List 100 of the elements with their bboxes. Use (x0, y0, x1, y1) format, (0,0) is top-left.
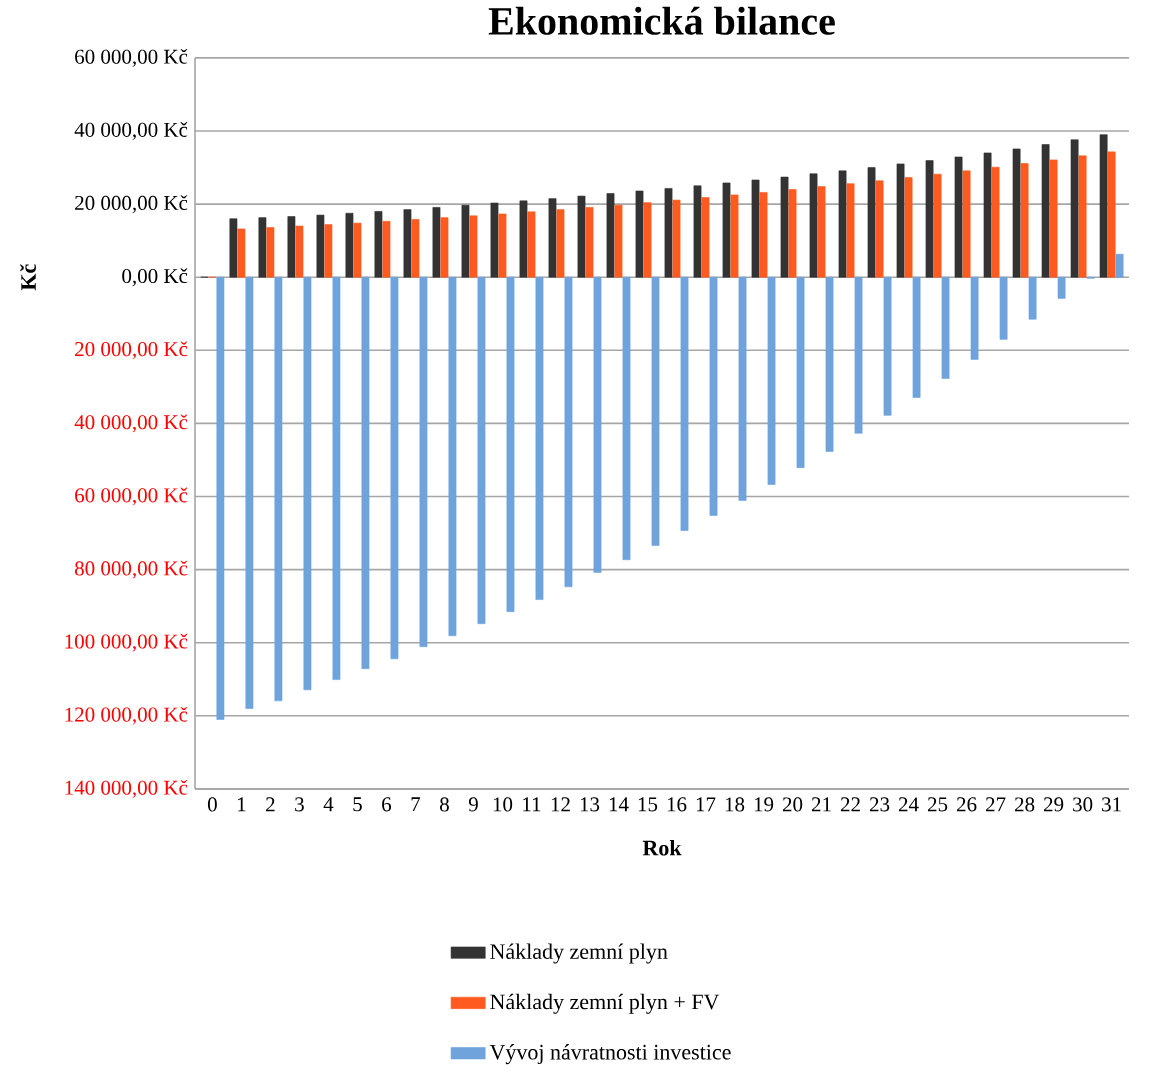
bar (1078, 155, 1087, 278)
chart-title: Ekonomická bilance (488, 6, 835, 35)
bar (527, 211, 536, 278)
x-tick-label: 20 (782, 797, 803, 812)
bar (287, 216, 296, 278)
bar (933, 173, 942, 278)
bar (962, 170, 971, 278)
bar (809, 173, 818, 278)
bar (912, 276, 921, 398)
y-tick-label: 40 000,00 Kč (74, 414, 188, 433)
bar (883, 276, 892, 416)
bar (374, 211, 383, 278)
y-tick-label: 0,00 Kč (122, 268, 188, 287)
bar (780, 176, 789, 278)
bar (730, 194, 739, 278)
x-tick-label: 29 (1044, 797, 1064, 812)
bar (991, 166, 1000, 278)
bar (751, 179, 760, 278)
bar (237, 228, 246, 278)
bar (1115, 253, 1124, 278)
x-tick-label: 19 (754, 797, 774, 812)
bar (1049, 159, 1058, 278)
x-tick-label: 31 (1102, 797, 1121, 812)
bar (796, 276, 805, 468)
bar (419, 276, 428, 648)
bar (825, 276, 834, 452)
bar (664, 188, 673, 278)
bar (817, 186, 826, 278)
x-tick-label: 17 (696, 797, 716, 812)
bar (548, 198, 557, 278)
y-tick-label: 60 000,00 Kč (75, 487, 188, 506)
x-tick-label: 22 (840, 797, 860, 812)
bar (461, 204, 470, 278)
bar (324, 224, 333, 278)
bar (759, 192, 768, 278)
bar (1041, 144, 1050, 278)
legend-label: Vývoj návratnosti investice (489, 1044, 731, 1065)
bar (635, 190, 644, 278)
y-tick-label: 20 000,00 Kč (75, 195, 188, 214)
bar (506, 276, 515, 612)
x-tick-label: 23 (869, 797, 890, 812)
x-tick-label: 9 (468, 797, 478, 812)
y-tick-label: 60 000,00 Kč (75, 49, 188, 67)
bar (693, 185, 702, 278)
bar (954, 156, 963, 278)
bar (274, 276, 283, 702)
bar (229, 218, 238, 278)
bar (382, 221, 391, 278)
bar (672, 199, 681, 278)
bar (258, 217, 267, 278)
bar (722, 182, 731, 278)
x-axis-title: Rok (642, 840, 682, 856)
x-tick-label: 21 (811, 797, 831, 812)
bar (361, 276, 370, 670)
x-tick-label: 16 (667, 797, 687, 812)
x-tick-label: 3 (295, 797, 304, 812)
x-tick-label: 2 (266, 797, 275, 812)
bar (345, 212, 354, 278)
x-tick-label: 26 (956, 797, 977, 812)
bar (266, 227, 275, 278)
bar (867, 167, 876, 278)
bar (846, 183, 855, 278)
y-tick-label: 20 000,00 Kč (75, 341, 188, 360)
bar (767, 276, 776, 485)
bar (303, 276, 312, 691)
x-tick-label: 14 (609, 797, 629, 812)
x-tick-label: 0 (207, 797, 217, 812)
x-tick-label: 24 (898, 797, 919, 812)
bar (1099, 134, 1108, 278)
bar (1070, 139, 1079, 278)
legend-label: Náklady zemní plyn + FV (490, 993, 720, 1014)
bar (1028, 276, 1037, 320)
bar (432, 207, 441, 278)
x-tick-label: 25 (927, 797, 948, 812)
y-tick-label: 100 000,00 Kč (65, 633, 188, 652)
bar (577, 195, 586, 278)
bar (643, 202, 652, 278)
bar (1107, 151, 1116, 278)
bar (353, 222, 362, 278)
bar (245, 276, 254, 709)
bar (1012, 148, 1021, 278)
bar (469, 215, 478, 278)
legend-label: Náklady zemní plyn (490, 943, 668, 964)
bar (738, 276, 747, 501)
bar (390, 276, 399, 660)
bar (411, 219, 420, 278)
y-axis-title: Kč (20, 264, 36, 291)
bar (403, 209, 412, 278)
x-tick-label: 1 (238, 797, 246, 812)
bar (709, 276, 718, 516)
y-tick-label: 140 000,00 Kč (65, 780, 188, 798)
x-tick-label: 5 (353, 797, 362, 812)
bar (651, 276, 660, 546)
bar (941, 276, 950, 379)
x-tick-label: 4 (323, 797, 334, 812)
y-tick-label: 40 000,00 Kč (74, 122, 188, 140)
x-tick-label: 7 (411, 797, 421, 812)
bar (440, 217, 449, 278)
bar (614, 204, 623, 278)
bar (904, 177, 913, 278)
